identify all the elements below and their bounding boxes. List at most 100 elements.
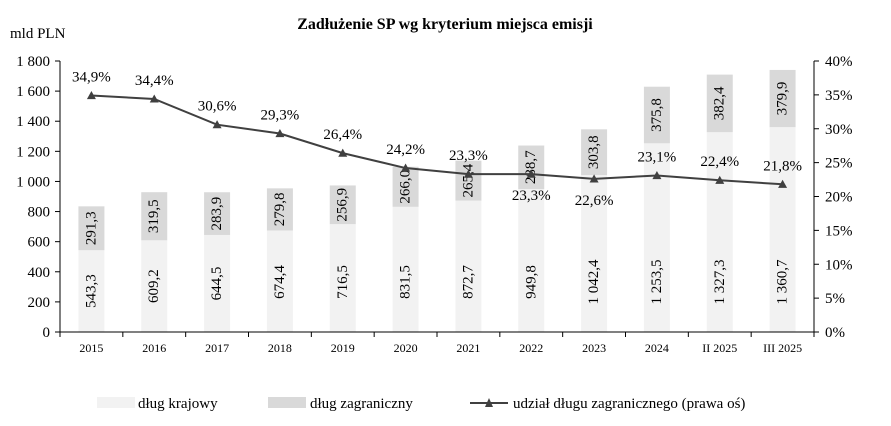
x-tick-label: 2024: [645, 341, 669, 355]
data-label-domestic: 1 360,7: [775, 259, 791, 305]
y2-tick-label: 20%: [825, 190, 853, 206]
legend-marker-share: [485, 398, 493, 407]
bar-domestic: [518, 189, 545, 332]
data-label-domestic: 949,8: [523, 265, 539, 299]
share-point: [463, 169, 473, 178]
bar-foreign: [78, 206, 105, 251]
share-data-label: 34,4%: [135, 73, 174, 89]
bar-domestic: [329, 224, 356, 332]
bar-foreign: [392, 166, 419, 207]
legend-label-foreign: dług zagraniczny: [310, 396, 413, 412]
data-label-foreign: 375,8: [649, 98, 665, 132]
data-label-domestic: 831,5: [398, 265, 414, 299]
data-label-domestic: 716,5: [335, 265, 351, 299]
bar-domestic: [581, 175, 608, 332]
x-tick-label: 2017: [205, 341, 229, 355]
x-tick-label: 2022: [519, 341, 543, 355]
data-label-domestic: 543,3: [83, 274, 99, 308]
data-label-domestic: 644,5: [209, 267, 225, 301]
data-label-foreign: 379,9: [775, 82, 791, 116]
share-data-label: 26,4%: [323, 127, 362, 143]
data-label-domestic: 674,4: [272, 265, 288, 299]
bar-foreign: [204, 192, 231, 235]
share-point: [401, 163, 411, 172]
share-point: [86, 91, 96, 100]
x-tick-label: III 2025: [763, 341, 802, 355]
bar-foreign: [266, 188, 293, 231]
share-data-label: 30,6%: [198, 99, 237, 115]
share-point: [526, 169, 536, 178]
data-label-foreign: 291,3: [83, 211, 99, 245]
legend-label-domestic: dług krajowy: [138, 396, 218, 412]
data-label-foreign: 288,7: [523, 150, 539, 184]
y2-tick-label: 30%: [825, 122, 853, 138]
share-point: [149, 94, 159, 103]
bar-foreign: [518, 145, 545, 190]
share-data-label: 22,6%: [575, 193, 614, 209]
bar-foreign: [455, 160, 482, 201]
x-tick-label: 2023: [582, 341, 606, 355]
share-data-label: 21,8%: [763, 158, 802, 174]
share-point: [275, 128, 285, 138]
y-tick-label: 200: [28, 295, 51, 311]
y-tick-label: 400: [28, 265, 51, 281]
data-label-domestic: 1 253,5: [649, 260, 665, 305]
share-point: [212, 120, 222, 129]
bar-domestic: [769, 127, 796, 332]
bar-domestic: [204, 234, 231, 332]
x-tick-label: 2020: [394, 341, 418, 355]
share-data-label: 29,3%: [261, 107, 300, 123]
share-data-label: 23,1%: [638, 149, 677, 165]
data-label-foreign: 265,4: [460, 163, 476, 197]
data-label-foreign: 279,8: [272, 193, 288, 227]
y2-tick-label: 10%: [825, 257, 853, 273]
share-data-label: 23,3%: [512, 188, 551, 204]
share-data-label: 34,9%: [72, 70, 111, 86]
y-tick-label: 0: [43, 325, 51, 341]
data-label-domestic: 609,2: [146, 269, 162, 303]
share-line: [91, 94, 783, 186]
data-label-domestic: 1 042,4: [586, 259, 602, 305]
x-tick-label: 2019: [331, 341, 355, 355]
x-tick-label: 2018: [268, 341, 292, 355]
data-label-foreign: 319,5: [146, 199, 162, 233]
bar-foreign: [141, 192, 168, 241]
y-tick-label: 1 000: [16, 174, 50, 190]
bar-foreign: [329, 185, 356, 225]
legend-swatch-foreign: [268, 397, 306, 408]
x-tick-label: 2016: [142, 341, 166, 355]
y-tick-label: 1 800: [16, 54, 50, 70]
share-data-label: 23,3%: [449, 148, 488, 164]
y2-tick-label: 5%: [825, 291, 845, 307]
y-tick-label: 800: [28, 205, 51, 221]
share-point: [589, 174, 599, 183]
y2-tick-label: 25%: [825, 156, 853, 172]
y-tick-label: 600: [28, 235, 51, 251]
y2-tick-label: 15%: [825, 223, 853, 239]
data-label-foreign: 283,9: [209, 197, 225, 231]
bar-domestic: [455, 200, 482, 332]
share-point: [338, 148, 348, 157]
y2-tick-label: 35%: [825, 88, 853, 104]
bar-domestic: [266, 230, 293, 332]
bar-foreign: [643, 86, 670, 144]
data-label-foreign: 256,9: [335, 188, 351, 222]
bar-domestic: [141, 240, 168, 332]
x-tick-label: 2015: [79, 341, 103, 355]
share-point: [652, 170, 662, 180]
x-tick-label: 2021: [456, 341, 480, 355]
bar-foreign: [706, 74, 733, 133]
bar-domestic: [706, 132, 733, 332]
share-point: [715, 175, 725, 184]
share-data-label: 22,4%: [700, 154, 739, 170]
bar-foreign: [581, 129, 608, 176]
bar-domestic: [392, 206, 419, 332]
y-tick-label: 1 600: [16, 84, 50, 100]
y-tick-label: 1 400: [16, 114, 50, 130]
y2-tick-label: 0%: [825, 325, 845, 341]
data-label-foreign: 382,4: [712, 86, 728, 120]
legend: dług krajowy dług zagraniczny udział długu…: [97, 396, 745, 412]
data-label-foreign: 266,0: [398, 170, 414, 204]
data-label-foreign: 303,8: [586, 135, 602, 169]
